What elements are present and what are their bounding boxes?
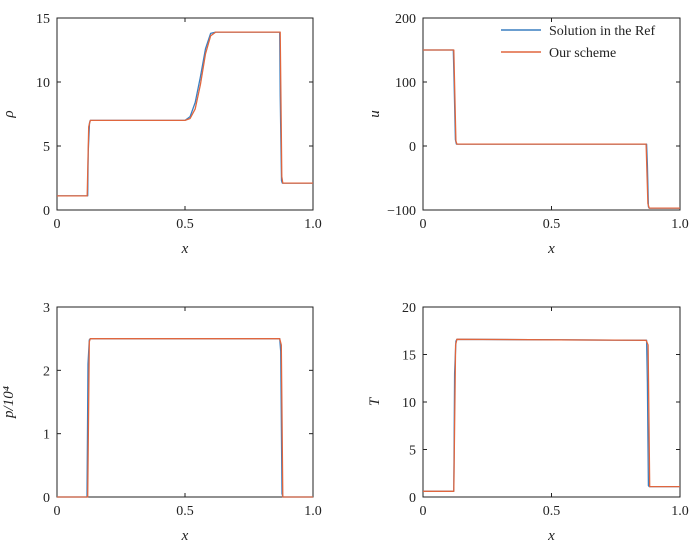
- x-tick-label: 1.0: [304, 217, 322, 232]
- y-tick-label: 200: [395, 12, 416, 27]
- x-axis-label: x: [181, 528, 189, 544]
- y-tick-label: 15: [36, 12, 50, 27]
- legend-label: Solution in the Ref: [549, 24, 656, 39]
- subplot-2: 0 0.5 1.0 −100 0 100 200 x u: [367, 12, 689, 257]
- y-tick-label: 15: [402, 349, 416, 364]
- series-line-reference: [423, 49, 680, 209]
- y-axis-label: ρ: [1, 110, 17, 118]
- y-tick-label: 10: [402, 396, 416, 411]
- x-tick-label: 1.0: [671, 504, 689, 519]
- y-tick-label: 100: [395, 76, 416, 91]
- x-axis-label: x: [547, 241, 555, 257]
- x-tick-label: 1.0: [304, 504, 322, 519]
- x-tick-label: 0.5: [543, 217, 561, 232]
- x-tick-label: 0: [420, 217, 427, 232]
- series-line-our-scheme: [57, 338, 313, 498]
- y-tick-label: 20: [402, 301, 416, 316]
- x-tick-label: 0.5: [543, 504, 561, 519]
- legend-label: Our scheme: [549, 46, 616, 61]
- axes-frame: [56, 306, 314, 498]
- y-axis-label: u: [367, 110, 383, 118]
- y-tick-label: 1: [43, 428, 50, 443]
- y-tick-label: 0: [409, 140, 416, 155]
- x-tick-label: 0: [420, 504, 427, 519]
- y-tick-label: 5: [43, 140, 50, 155]
- x-tick-label: 0.5: [176, 217, 194, 232]
- x-tick-label: 0: [54, 217, 61, 232]
- y-tick-label: 0: [43, 491, 50, 506]
- subplot-3: 0 0.5 1.0 0 1 2 3 x p/10⁴: [1, 301, 322, 544]
- axes-frame: [56, 17, 314, 211]
- x-tick-label: 0: [54, 504, 61, 519]
- x-tick-label: 0.5: [176, 504, 194, 519]
- axes-frame: [422, 306, 681, 498]
- x-tick-label: 1.0: [671, 217, 689, 232]
- x-axis-label: x: [547, 528, 555, 544]
- y-axis-label: p/10⁴: [1, 386, 17, 419]
- y-tick-label: 5: [409, 444, 416, 459]
- series-line-our-scheme: [423, 49, 680, 209]
- subplot-4: 0 0.5 1.0 0 5 10 15 20 x T: [367, 301, 689, 544]
- series-line-our-scheme: [57, 31, 313, 197]
- series-line-our-scheme: [423, 338, 680, 492]
- series-line-reference: [57, 31, 313, 197]
- series-line-reference: [57, 338, 313, 498]
- y-tick-label: 0: [43, 204, 50, 219]
- y-tick-label: −100: [387, 204, 416, 219]
- series-line-reference: [423, 338, 680, 492]
- y-tick-label: 10: [36, 76, 50, 91]
- y-tick-label: 0: [409, 491, 416, 506]
- legend: Solution in the Ref Our scheme: [501, 24, 656, 61]
- subplot-1: 0 0.5 1.0 0 5 10 15 x ρ: [1, 12, 322, 257]
- x-axis-label: x: [181, 241, 189, 257]
- y-tick-label: 3: [43, 301, 50, 316]
- y-tick-label: 2: [43, 364, 50, 379]
- y-axis-label: T: [367, 396, 383, 406]
